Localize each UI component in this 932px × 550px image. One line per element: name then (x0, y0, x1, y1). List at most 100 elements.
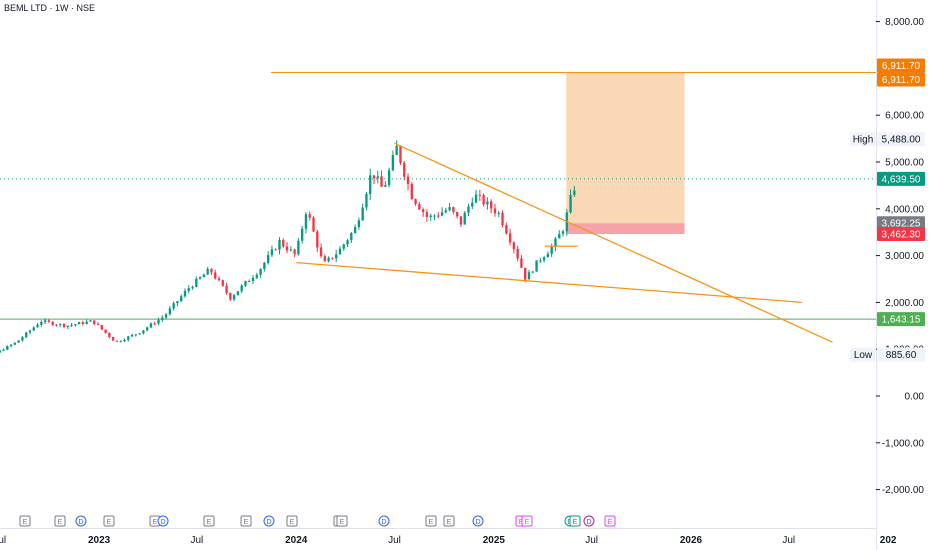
event-marker[interactable]: D (75, 515, 87, 527)
earnings-icon[interactable] (203, 515, 215, 527)
time-tick-label: Jul (388, 535, 401, 546)
event-marker[interactable]: E (54, 515, 66, 527)
event-marker[interactable]: D (472, 515, 484, 527)
candle (161, 315, 164, 323)
dividend-icon[interactable] (263, 515, 275, 527)
earnings-icon[interactable] (103, 515, 115, 527)
event-marker[interactable]: E (203, 515, 215, 527)
trendlines[interactable] (296, 142, 833, 343)
event-marker[interactable]: E (103, 515, 115, 527)
candle-body (161, 317, 164, 320)
last-price-tag: 4,639.50 (877, 171, 925, 186)
candle (501, 210, 504, 228)
dividend-icon[interactable] (75, 515, 87, 527)
stop-zone[interactable] (566, 223, 685, 234)
horizontal-lines (0, 72, 876, 320)
candle-body (384, 185, 387, 187)
last-price-tag-bg (877, 171, 925, 186)
event-label: E (23, 519, 28, 526)
event-marker[interactable]: E (443, 515, 455, 527)
event-marker[interactable]: E (149, 515, 161, 527)
stop-price-tag: 3,462.30 (877, 226, 925, 241)
candle-body (195, 278, 198, 287)
candle (497, 210, 500, 218)
dividend-icon[interactable] (472, 515, 484, 527)
candle (93, 320, 96, 326)
candle-body (74, 324, 77, 326)
candle (573, 186, 576, 197)
earnings-icon[interactable] (425, 515, 437, 527)
time-tick-label: 2025 (483, 535, 506, 546)
dividend-icon[interactable] (157, 515, 169, 527)
earnings-icon[interactable] (604, 515, 616, 527)
dividend-icon[interactable] (378, 515, 390, 527)
candle-body (108, 332, 111, 338)
candle-body (395, 145, 398, 155)
dividend-icon[interactable] (583, 515, 595, 527)
event-marker[interactable]: E (286, 515, 298, 527)
event-markers[interactable]: EEDEEDEEDEEEDEEDEEDEDE (19, 515, 616, 527)
candle-body (467, 206, 470, 213)
candle-body (554, 238, 557, 247)
candle (217, 276, 221, 282)
earnings-icon[interactable] (569, 515, 581, 527)
candle (285, 242, 289, 254)
event-marker[interactable]: E (604, 515, 616, 527)
candle (21, 335, 24, 342)
candle-body (236, 291, 240, 296)
target-price-tag-bg (877, 58, 925, 73)
earnings-icon[interactable] (286, 515, 298, 527)
candle (104, 329, 107, 334)
entry-price-tag: 3,692.25 (877, 216, 925, 231)
candle (274, 248, 277, 251)
event-label: D (266, 519, 271, 526)
earnings-icon[interactable] (240, 515, 252, 527)
candle (437, 212, 440, 219)
candle-body (119, 341, 122, 343)
earnings-icon[interactable] (336, 515, 348, 527)
event-marker[interactable]: D (263, 515, 275, 527)
event-marker[interactable]: D (378, 515, 390, 527)
candle (191, 285, 194, 290)
event-marker[interactable]: E (521, 515, 533, 527)
candle-body (289, 249, 293, 251)
candle-body (149, 323, 153, 328)
time-tick-label: 2024 (285, 535, 308, 546)
event-marker[interactable]: E (569, 515, 581, 527)
event-marker[interactable]: D (157, 515, 169, 527)
event-marker[interactable]: E (19, 515, 31, 527)
target-zone[interactable] (566, 72, 685, 224)
candle (312, 215, 315, 232)
candle (546, 251, 550, 258)
earnings-icon[interactable] (19, 515, 31, 527)
candle-body (282, 240, 285, 247)
candle (89, 319, 92, 322)
candle-body (217, 278, 221, 281)
candle (421, 207, 425, 217)
event-marker[interactable]: D (583, 515, 595, 527)
candle (493, 203, 497, 217)
candle-body (266, 255, 270, 263)
candle (300, 225, 304, 244)
falling-resistance-trendline[interactable] (394, 142, 833, 343)
event-marker[interactable]: E (240, 515, 252, 527)
candle (293, 248, 296, 258)
candle (376, 170, 379, 184)
earnings-icon[interactable] (443, 515, 455, 527)
earnings-icon[interactable] (54, 515, 66, 527)
high-marker-label-bg (850, 132, 876, 147)
event-marker[interactable]: E (336, 515, 348, 527)
candle-body (335, 254, 338, 259)
candle (482, 193, 485, 207)
event-marker[interactable]: E (425, 515, 437, 527)
candle-body (157, 319, 160, 324)
candle-body (168, 308, 172, 315)
falling-support-trendline[interactable] (296, 261, 802, 304)
low-marker-label-bg (850, 347, 876, 362)
candle (463, 210, 466, 225)
candle-body (232, 295, 236, 300)
candle (206, 266, 209, 275)
candle-body (297, 240, 300, 255)
earnings-icon[interactable] (521, 515, 533, 527)
